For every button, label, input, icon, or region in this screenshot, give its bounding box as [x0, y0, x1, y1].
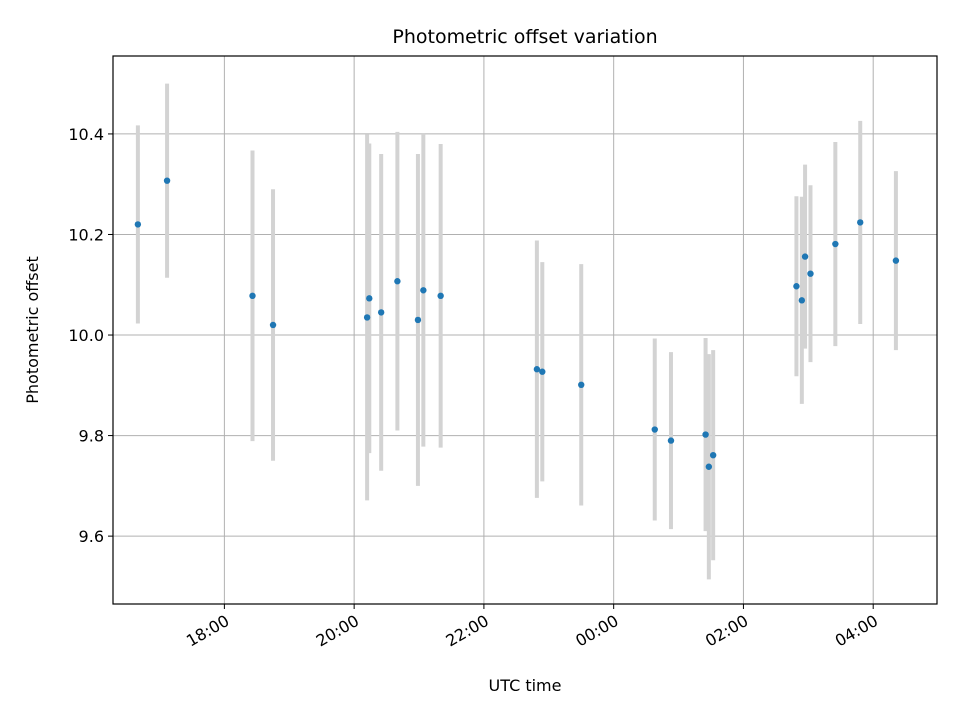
- y-axis-label: Photometric offset: [23, 256, 42, 404]
- y-tick-label: 10.2: [68, 225, 104, 244]
- data-point: [709, 451, 717, 459]
- data-point: [798, 297, 806, 304]
- grid: [113, 56, 937, 604]
- data-point: [667, 437, 675, 444]
- data-point: [163, 177, 171, 184]
- chart-title: Photometric offset variation: [392, 26, 657, 48]
- data-point: [394, 278, 401, 285]
- data-point: [533, 366, 541, 373]
- data-point: [578, 381, 585, 388]
- data-point: [437, 292, 444, 300]
- data-point: [414, 316, 422, 324]
- data-point: [705, 463, 713, 470]
- data-points: [134, 177, 900, 470]
- x-axis-label: UTC time: [489, 676, 562, 695]
- data-point: [651, 426, 658, 433]
- data-point: [857, 219, 864, 226]
- data-point: [366, 295, 373, 302]
- data-point: [702, 431, 709, 438]
- data-point: [377, 309, 385, 316]
- y-tick-label: 9.8: [79, 427, 104, 446]
- data-point: [420, 287, 427, 294]
- plot-frame: [112, 55, 938, 605]
- y-tick-label: 10.0: [68, 326, 104, 345]
- data-point: [539, 368, 546, 375]
- data-point: [363, 314, 371, 321]
- data-point: [249, 292, 256, 300]
- y-tick-label: 10.4: [68, 125, 104, 144]
- data-point: [801, 253, 809, 260]
- data-point: [892, 257, 900, 264]
- data-point: [793, 283, 800, 290]
- data-point: [807, 270, 814, 277]
- y-axis-ticks: 9.6 9.8 10.0 10.2 10.4: [68, 125, 113, 546]
- data-point: [134, 221, 142, 228]
- data-point: [269, 321, 277, 329]
- y-tick-label: 9.6: [79, 527, 104, 546]
- data-point: [832, 240, 839, 248]
